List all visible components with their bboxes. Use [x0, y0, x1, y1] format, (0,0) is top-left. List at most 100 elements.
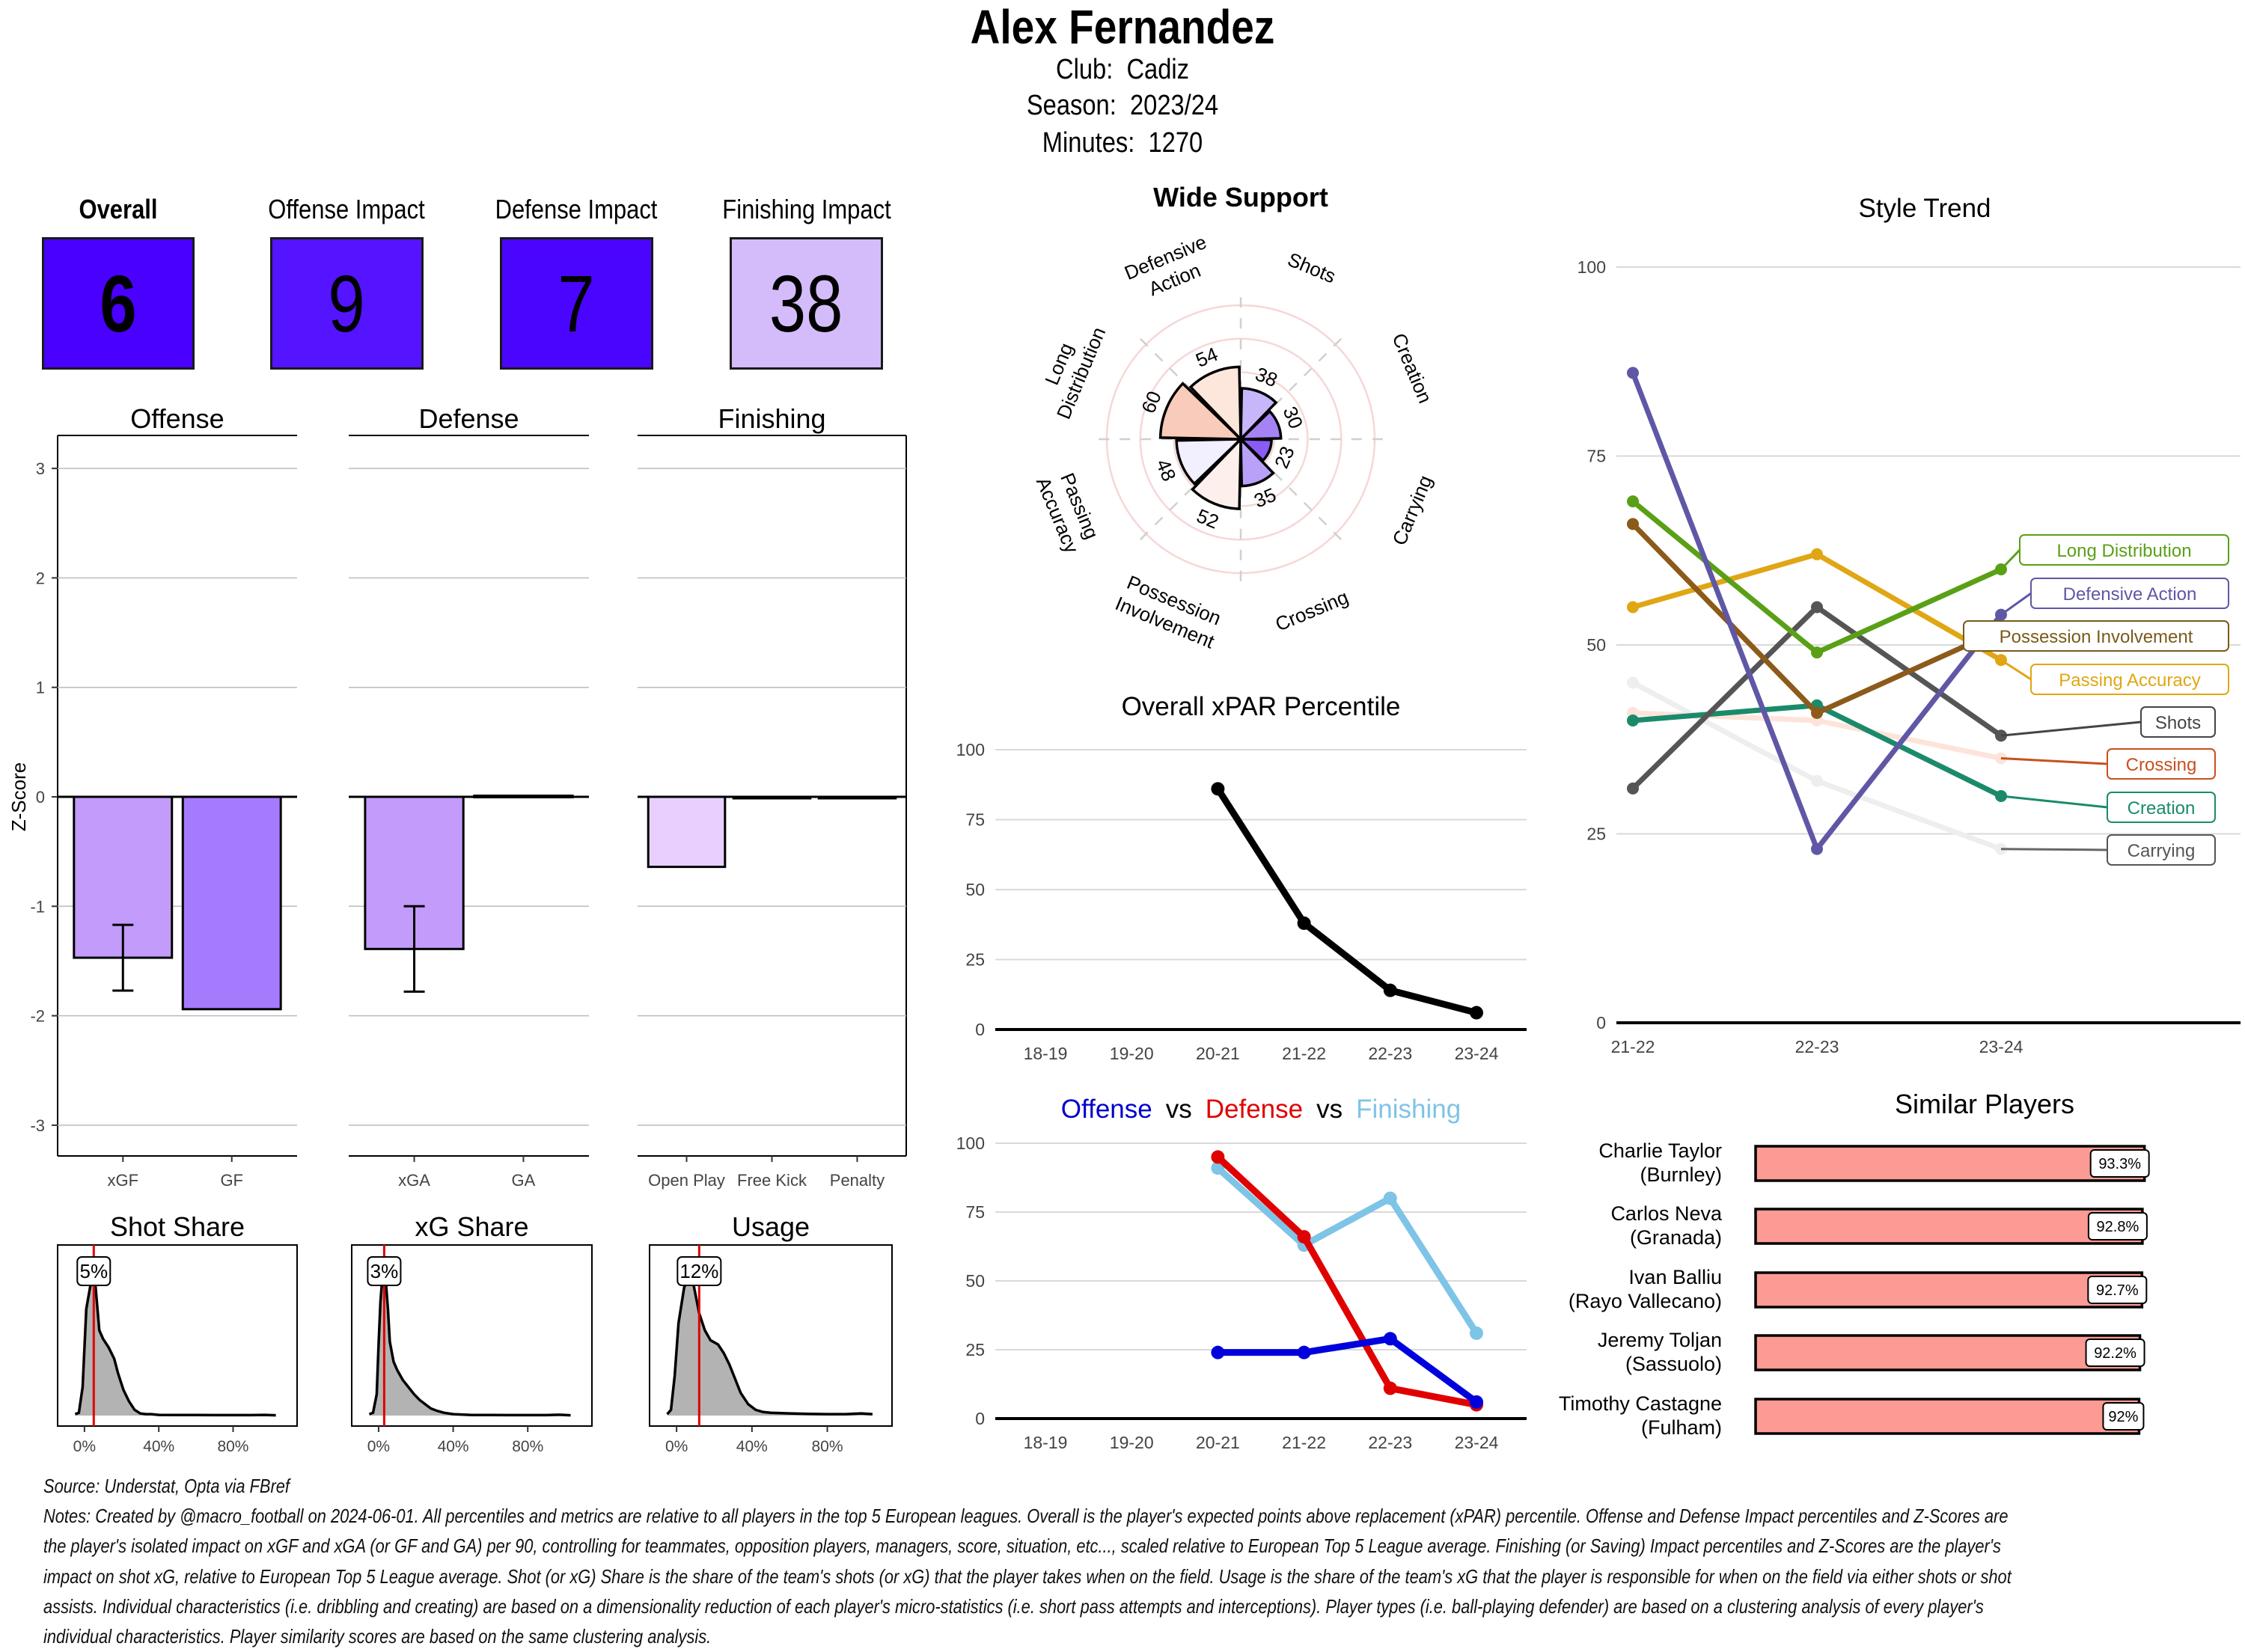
marker-label-box [676, 1256, 722, 1286]
x-tick-label: 21-22 [1282, 1433, 1326, 1451]
y-tick-label: 1 [36, 679, 45, 697]
xpar-percentile-chart: 0 25 50 75 100 18-19 19-20 20-21 21-22 22-23 23-24… [956, 692, 1527, 1062]
data-point-finishing [1470, 1326, 1483, 1340]
data-point-offense [1297, 1345, 1311, 1359]
series-line-overall-xpar [1215, 786, 1478, 1016]
chart-title: Offense vs Defense vs Finishing [1061, 1095, 1461, 1124]
kpi-value-offense: 9 [328, 258, 366, 349]
kpi-value-overall: 6 [100, 258, 137, 349]
y-tick-label: 50 [1586, 635, 1606, 655]
x-tick-label: 80% [512, 1438, 543, 1455]
player-name: Alex Fernandez [970, 0, 1275, 54]
panel-title: Shot Share [110, 1211, 245, 1242]
y-tick-label: 25 [965, 950, 985, 970]
label-leader [2000, 548, 2021, 571]
category-label: PossessionInvolvement [1112, 570, 1227, 653]
panel-defense: Defense xGA GA [349, 403, 589, 1190]
kpi-value-defense: 7 [558, 258, 596, 349]
y-tick-label: 75 [965, 810, 985, 830]
x-tick-label: 20-21 [1196, 1044, 1240, 1062]
series-label: Crossing [2126, 755, 2197, 775]
x-tick-label: 0% [367, 1438, 390, 1455]
x-tick-label: 0% [73, 1438, 96, 1455]
y-tick-label: -1 [30, 897, 45, 916]
similarity-label: 92.7% [2096, 1282, 2139, 1299]
category-label-line: Crossing [1272, 586, 1351, 636]
category-label: Shots [1284, 248, 1339, 287]
series-label-box [2107, 792, 2216, 823]
panel-border [351, 1244, 593, 1427]
x-tick-label: 18-19 [1024, 1044, 1068, 1062]
data-point-passing-accuracy [1627, 601, 1639, 614]
minutes-value: 1270 [1148, 127, 1203, 159]
series-label: Long Distribution [2056, 541, 2191, 561]
season-line: Season: 2023/24 [157, 88, 2088, 123]
club-value: Cadiz [1126, 54, 1190, 85]
y-axis-label: Z-Score [7, 762, 30, 831]
minutes-line: Minutes: 1270 [157, 126, 2088, 160]
panel-title: Finishing [718, 403, 825, 434]
data-point-overall-xpar [1211, 782, 1225, 796]
x-tick-label: 20-21 [1196, 1433, 1240, 1451]
data-point-defensive-action [1627, 367, 1639, 379]
category-label-line: Creation [1387, 330, 1436, 406]
segment-value: 52 [1194, 504, 1222, 533]
data-point-offense [1470, 1395, 1483, 1409]
kpi-box-overall: 6 [42, 237, 195, 370]
x-tick-label: xGF [107, 1171, 138, 1190]
x-tick-label: 23-24 [1455, 1433, 1499, 1451]
player-club: (Fulham) [1641, 1416, 1722, 1439]
panel-title: Defense [418, 403, 519, 434]
similarity-label-box [2087, 1212, 2148, 1240]
segment-passing-accuracy [1175, 438, 1244, 486]
density-fill [667, 1273, 873, 1416]
x-tick-label: 40% [438, 1438, 469, 1455]
title-part: Defense [1206, 1095, 1303, 1124]
data-point-defense [1211, 1150, 1225, 1164]
data-point-possession-involvement [1627, 518, 1639, 530]
radial-ring [1173, 371, 1309, 507]
player-name: Charlie Taylor [1598, 1139, 1722, 1162]
kpi-title-offense: Offense Impact [268, 194, 425, 224]
x-tick-label: 22-23 [1368, 1433, 1412, 1451]
title-part: vs [1166, 1095, 1192, 1124]
y-tick-label: 2 [36, 569, 45, 587]
data-point-defense [1383, 1381, 1397, 1395]
panel-title: xG Share [415, 1211, 528, 1242]
x-tick-label: GA [512, 1171, 536, 1190]
label-leader [2000, 721, 2142, 737]
series-label-box [2140, 706, 2216, 738]
density-fill [369, 1273, 571, 1416]
category-label: Creation [1387, 330, 1436, 406]
chart-title: Similar Players [1895, 1089, 2074, 1119]
panel-title: Offense [130, 403, 224, 434]
similarity-label-box [2087, 1276, 2148, 1304]
y-tick-label: 25 [965, 1340, 985, 1359]
marker-label: 5% [79, 1260, 108, 1282]
similar-player-row: Charlie Taylor(Burnley) 93.3% [1598, 1139, 2150, 1186]
x-tick-label: 0% [665, 1438, 688, 1455]
data-point-overall-xpar [1383, 983, 1397, 997]
label-leader [2000, 592, 2032, 616]
x-tick-label: 22-23 [1368, 1044, 1412, 1062]
category-label: LongDistribution [1030, 315, 1110, 423]
data-point-finishing [1383, 1191, 1397, 1205]
player-name: Carlos Neva [1610, 1202, 1723, 1225]
chart-title: Style Trend [1858, 194, 1991, 223]
player-club: (Burnley) [1640, 1163, 1722, 1186]
notes-line: Notes: Created by @macro_football on 202… [43, 1505, 2009, 1527]
y-tick-label: -3 [30, 1116, 45, 1135]
series-line-offense [1218, 1335, 1479, 1405]
bar-gf [181, 795, 282, 1011]
kpi-title-defense: Defense Impact [495, 194, 658, 224]
y-tick-label: -2 [30, 1007, 45, 1026]
x-tick-label: xGA [398, 1171, 430, 1190]
chart-title: Wide Support [1153, 182, 1328, 212]
category-label-line: Carrying [1387, 472, 1436, 548]
panel-finishing: Finishing Open Play Free Kick Penalty [638, 403, 907, 1190]
data-point-shots [1627, 782, 1639, 795]
segment-shots [1239, 387, 1278, 443]
y-tick-label: 0 [975, 1409, 985, 1428]
notes-line: the player's isolated impact on xGF and … [43, 1535, 2001, 1557]
